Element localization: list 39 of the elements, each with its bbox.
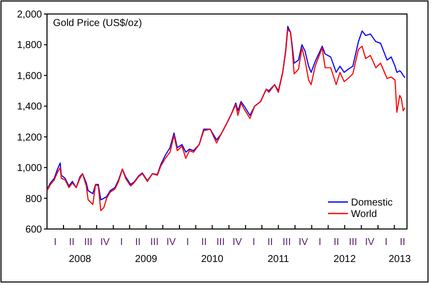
- text: II: [68, 237, 75, 248]
- y-tick-label: 1,000: [16, 163, 42, 174]
- text: I: [186, 237, 189, 248]
- x-tick-label: 2010: [201, 254, 224, 265]
- text: IV: [100, 237, 110, 248]
- text: I: [120, 237, 123, 248]
- text: IV: [364, 237, 375, 248]
- text: III: [84, 237, 92, 248]
- y-tick-label: 1,800: [16, 40, 42, 52]
- y-tick-label: 600: [25, 224, 42, 236]
- text: IV: [166, 237, 176, 248]
- y-tick-label: 1,600: [16, 70, 42, 82]
- text: II: [400, 237, 406, 248]
- y-tick-label: 2,000: [16, 10, 42, 20]
- y-tick-label: 1,200: [16, 132, 42, 144]
- text: IV: [232, 237, 242, 248]
- text: III: [282, 237, 291, 248]
- text: I: [252, 237, 256, 248]
- x-tick-label: 2012: [334, 254, 356, 265]
- legend-label: World: [351, 209, 377, 220]
- text: III: [348, 237, 358, 248]
- text: I: [384, 237, 388, 248]
- text: I: [54, 237, 57, 248]
- chart-title: Gold Price (US$/oz): [53, 18, 142, 29]
- x-tick-label: 2008: [68, 254, 92, 265]
- text: I: [318, 237, 322, 248]
- x-tick-label: 2009: [134, 254, 158, 265]
- text: IV: [298, 237, 308, 248]
- legend-label: Domestic: [351, 198, 393, 208]
- y-tick-label: 800: [25, 194, 42, 205]
- text: II: [267, 237, 273, 248]
- x-tick-label: 2011: [268, 254, 290, 265]
- text: II: [135, 237, 141, 248]
- text: III: [216, 237, 225, 248]
- text: III: [150, 237, 159, 248]
- y-tick-label: 1,400: [16, 102, 42, 113]
- text: II: [201, 237, 207, 248]
- text: II: [334, 237, 340, 248]
- x-tick-label: 2013: [388, 254, 412, 265]
